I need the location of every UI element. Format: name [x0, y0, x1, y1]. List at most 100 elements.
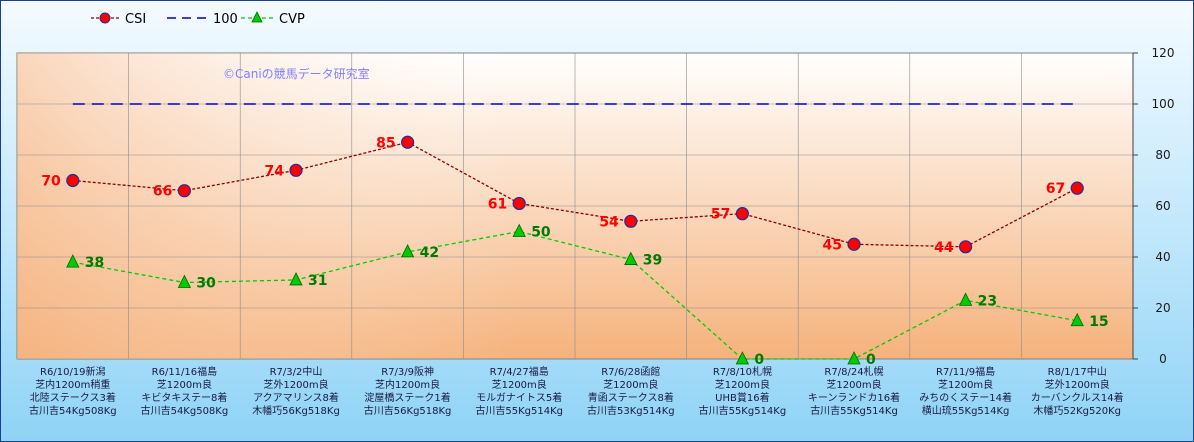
csi-data-label: 66 [153, 184, 172, 200]
cvp-point [400, 244, 415, 258]
x-tick-label-line: 芝1200m良 [826, 378, 881, 391]
y-tick-label: 80 [1155, 148, 1170, 162]
csi-point [177, 184, 191, 198]
csi-data-label: 74 [265, 163, 285, 179]
x-tick-label: R7/6/28函館芝1200m良青函ステークス8着古川吉53Kg514Kg [587, 365, 675, 417]
csi-data-label: 45 [823, 237, 842, 253]
cvp-data-label: 0 [754, 352, 764, 368]
x-tick-label-line: カーバンクルス14着 [1031, 391, 1124, 404]
cvp-data-label: 15 [1089, 314, 1108, 330]
x-tick-label-line: 青函ステークス8着 [588, 391, 674, 404]
x-tick-label-line: 古川吉54Kg508Kg [29, 404, 117, 417]
legend-cvp-label: CVP [279, 12, 305, 27]
x-tick-label: R8/1/17中山芝外1200m良カーバンクルス14着木幡巧52Kg520Kg [1031, 365, 1124, 417]
x-tick-label-line: 木幡巧56Kg518Kg [252, 404, 340, 417]
x-tick-label-line: アクアマリンス8着 [253, 391, 339, 404]
cvp-point [289, 272, 303, 286]
x-tick-label-line: R7/8/24札幌 [824, 365, 883, 378]
series-line-cvp [72, 230, 1078, 360]
legend-csi-label: CSI [125, 12, 146, 27]
csi-point [289, 163, 303, 177]
x-tick-label-line: R7/6/28函館 [601, 365, 660, 378]
cvp-point [847, 351, 861, 365]
csi-point [401, 135, 415, 149]
cvp-point [958, 292, 973, 306]
cvp-data-label: 0 [866, 352, 876, 368]
cvp-data-label: 23 [978, 293, 997, 309]
x-tick-label-line: 芝内1200m稍重 [35, 378, 110, 391]
x-tick-label-line: R6/10/19新潟 [40, 365, 106, 378]
cvp-point [66, 254, 80, 268]
watermark: ©Caniの競馬データ研究室 [223, 66, 370, 81]
cvp-point [735, 351, 750, 365]
x-tick-label-line: R7/3/2中山 [270, 365, 323, 378]
cvp-point [1070, 312, 1084, 327]
x-tick-label: R7/4/27福島芝1200m良モルガナイトス5着古川吉55Kg514Kg [475, 365, 563, 417]
x-tick-label-line: R8/1/17中山 [1048, 365, 1107, 378]
x-tick-label-line: R7/3/9阪神 [381, 365, 434, 378]
x-tick-label-line: みちのくステー14着 [919, 391, 1012, 404]
cvp-point [624, 251, 638, 265]
x-tick-label-line: モルガナイトス5着 [476, 391, 562, 404]
csi-point [847, 237, 861, 251]
legend-cvp-marker [251, 11, 263, 23]
x-axis-labels: R6/10/19新潟芝内1200m稍重北陸ステークス3着古川吉54Kg508Kg… [29, 365, 1124, 417]
csi-point [512, 196, 526, 211]
x-tick-label-line: 北陸ステークス3着 [30, 391, 116, 404]
x-tick-label-line: 淀屋橋ステーク1着 [364, 391, 450, 404]
x-tick-label-line: R7/4/27福島 [490, 365, 549, 378]
csi-data-label: 85 [376, 135, 395, 151]
csi-point [1070, 181, 1084, 195]
cvp-data-label: 31 [308, 273, 327, 289]
x-tick-label-line: 古川吉55Kg514Kg [699, 404, 787, 417]
x-tick-label-line: 古川吉54Kg508Kg [141, 404, 229, 417]
y-tick-label: 0 [1159, 352, 1167, 366]
y-tick-label: 40 [1155, 250, 1170, 264]
x-tick-label-line: 芝1200m良 [603, 378, 658, 391]
x-tick-label: R7/11/9福島芝1200m良みちのくステー14着横山琉55Kg514Kg [919, 365, 1012, 417]
y-tick-label: 120 [1152, 46, 1175, 60]
csi-point [624, 214, 638, 228]
x-tick-label-line: 古川吉55Kg514Kg [475, 404, 563, 417]
x-tick-label: R6/10/19新潟芝内1200m稍重北陸ステークス3着古川吉54Kg508Kg [29, 365, 117, 417]
csi-data-label: 57 [711, 207, 730, 223]
cvp-data-label: 38 [85, 255, 104, 271]
x-tick-label-line: 芝外1200m良 [263, 378, 328, 391]
x-tick-label-line: 芝1200m良 [157, 378, 212, 391]
y-tick-label: 20 [1155, 301, 1170, 315]
y-tick-label: 60 [1155, 199, 1170, 213]
csi-data-label: 61 [488, 196, 507, 212]
y-tick-label: 100 [1152, 97, 1175, 111]
cvp-data-label: 30 [196, 276, 216, 292]
csi-data-label: 54 [599, 214, 619, 230]
x-tick-label-line: 木幡巧52Kg520Kg [1033, 404, 1121, 417]
csi-point [66, 173, 80, 188]
x-tick-label-line: キビタキステー8着 [141, 391, 227, 404]
x-tick-label-line: キーンランドカ16着 [808, 391, 900, 404]
x-tick-label-line: R6/11/16福島 [152, 365, 218, 378]
x-tick-label-line: 芝1200m良 [938, 378, 993, 391]
cvp-point [177, 274, 192, 288]
x-tick-label: R6/11/16福島芝1200m良キビタキステー8着古川吉54Kg508Kg [141, 365, 229, 417]
csi-point [735, 207, 750, 221]
csi-data-label: 44 [934, 240, 954, 256]
csi-point [958, 240, 973, 254]
legend-100-label: 100 [213, 12, 238, 27]
x-tick-label-line: R7/11/9福島 [936, 365, 995, 378]
x-tick-label-line: UHB賞16着 [715, 391, 769, 404]
x-tick-label-line: 横山琉55Kg514Kg [922, 404, 1010, 417]
cvp-data-label: 50 [531, 225, 551, 241]
x-tick-label-line: 芝外1200m良 [1045, 378, 1110, 391]
x-tick-label-line: 古川吉53Kg514Kg [587, 404, 675, 417]
x-tick-label-line: 古川吉56Kg518Kg [364, 404, 452, 417]
csi-data-label: 70 [41, 174, 61, 190]
x-tick-label-line: 古川吉55Kg514Kg [810, 404, 898, 417]
x-tick-label-line: 芝1200m良 [715, 378, 770, 391]
csi-data-label: 67 [1046, 181, 1065, 197]
y-axis: 0 20 40 60 80 100 120 [1132, 46, 1175, 366]
x-tick-label-line: 芝1200m良 [492, 378, 547, 391]
cvp-data-label: 39 [643, 253, 662, 269]
x-tick-label: R7/8/24札幌芝1200m良キーンランドカ16着古川吉55Kg514Kg [808, 365, 900, 417]
